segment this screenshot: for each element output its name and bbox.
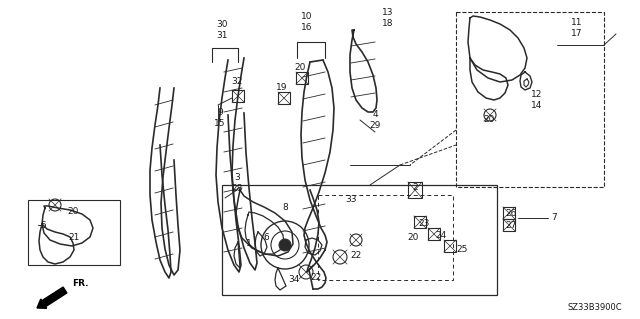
Bar (428, 228, 440, 240)
Text: 3
28: 3 28 (231, 173, 243, 193)
Text: 24: 24 (435, 232, 447, 241)
Text: 21: 21 (68, 234, 80, 242)
Text: 26: 26 (506, 209, 516, 218)
Bar (408, 182, 422, 198)
Text: 23: 23 (419, 219, 429, 228)
Text: 27: 27 (506, 220, 516, 229)
Text: 30
31: 30 31 (216, 20, 228, 40)
Text: FR.: FR. (72, 278, 88, 287)
Text: SZ33B3900C: SZ33B3900C (568, 303, 622, 313)
Bar (318, 195, 453, 280)
Text: 34: 34 (288, 275, 300, 284)
Bar (278, 92, 290, 104)
Bar (232, 90, 244, 102)
Text: 13
18: 13 18 (382, 8, 394, 28)
Text: 33: 33 (345, 196, 356, 204)
Text: 1: 1 (246, 239, 252, 248)
Text: 2: 2 (412, 183, 418, 192)
Bar (222, 185, 497, 295)
Text: 6: 6 (263, 233, 269, 241)
Bar (503, 207, 515, 219)
Circle shape (279, 239, 291, 251)
Text: 4
29: 4 29 (369, 110, 381, 130)
Text: 20: 20 (67, 207, 79, 217)
Text: 22: 22 (310, 273, 322, 283)
Text: 5: 5 (40, 220, 46, 229)
Text: 12
14: 12 14 (531, 90, 543, 110)
Text: 32: 32 (231, 78, 243, 86)
Bar (444, 240, 456, 252)
Text: 25: 25 (456, 244, 468, 254)
Bar (503, 219, 515, 231)
Text: 8: 8 (282, 203, 288, 211)
Text: 20: 20 (407, 233, 419, 241)
Text: 20: 20 (483, 115, 495, 124)
Text: 20: 20 (294, 63, 306, 71)
Bar (456, 12, 604, 187)
Text: 7: 7 (551, 213, 557, 222)
Bar (296, 72, 308, 84)
Text: 22: 22 (350, 251, 362, 261)
Text: 9
15: 9 15 (214, 108, 226, 128)
Text: 10
16: 10 16 (301, 12, 313, 32)
FancyArrow shape (37, 287, 67, 308)
Text: 11
17: 11 17 (572, 18, 583, 38)
Bar (414, 216, 426, 228)
Bar (28, 200, 120, 265)
Text: 19: 19 (276, 83, 288, 92)
